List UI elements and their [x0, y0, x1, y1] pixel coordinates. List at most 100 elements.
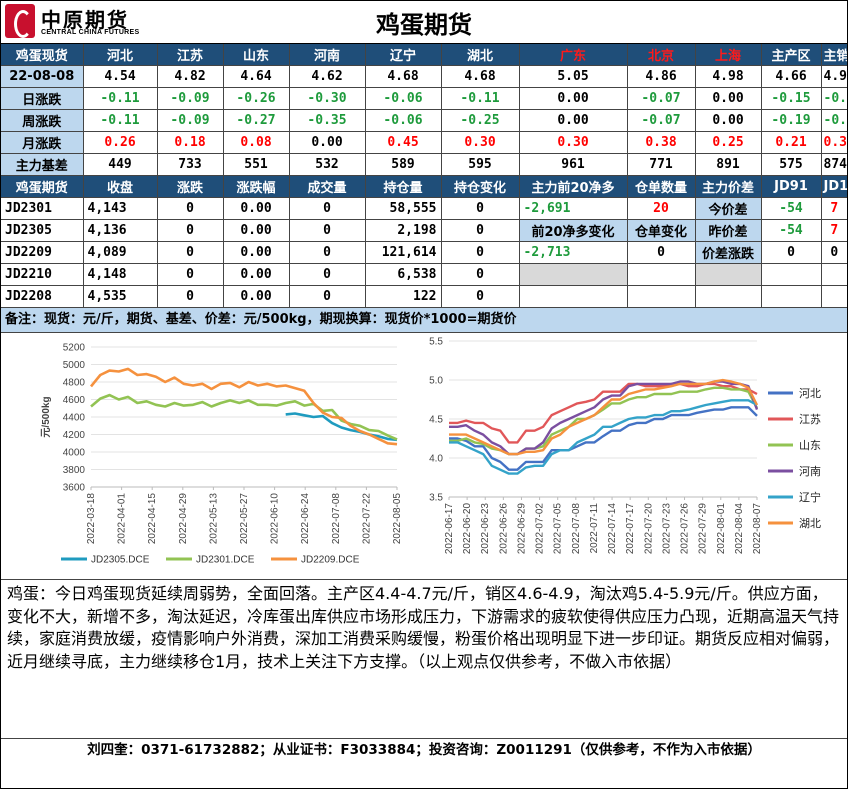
futures-vol-cell: 0 [288, 285, 366, 308]
top20-change-label: 前20净多变化 [518, 219, 628, 242]
futures-col-header: 持仓变化 [440, 176, 520, 198]
today-jd91-value: -54 [760, 197, 822, 220]
futures-oi_chg-cell: 0 [440, 219, 520, 242]
spot-header-row: 鸡蛋现货河北江苏山东河南辽宁湖北广东北京上海主产区主销区 [1, 44, 847, 66]
empty-cell [760, 285, 822, 308]
x-tick-label: 2022-08-04 [734, 503, 745, 555]
spot-cell: -0.19 [760, 109, 822, 132]
futures-row: JD2210 4,148 0 0.00 0 6,538 0 [1, 263, 847, 286]
futures-price-chart: 3600 3800 4000 4200 4400 4600 4800 5000 5200 2022… [40, 343, 403, 566]
spot-cell: 0.00 [518, 87, 628, 110]
futures-oi_chg-cell: 0 [440, 241, 520, 264]
spot-cell: -0.06 [364, 87, 442, 110]
empty-cell [626, 263, 696, 286]
y-tick-label: 3800 [63, 465, 86, 476]
legend-label: 河北 [799, 387, 821, 400]
x-tick-label: 2022-04-29 [178, 493, 189, 545]
x-tick-label: 2022-08-07 [752, 503, 763, 555]
spread-change-jd91-value: 0 [760, 241, 822, 264]
futures-close-cell: 4,143 [82, 197, 158, 220]
futures-chg-cell: 0 [156, 285, 224, 308]
spot-cell: 0.08 [222, 131, 290, 154]
spot-cell: 449 [82, 153, 158, 176]
spot-col-header: 主产区 [760, 44, 822, 66]
contract-code: JD2208 [1, 285, 84, 308]
futures-oi_chg-cell: 0 [440, 197, 520, 220]
legend-label: 江苏 [799, 413, 821, 426]
empty-cell [694, 263, 762, 286]
futures-row: JD2209 4,089 0 0.00 0 121,614 0 -2,713 0 价差涨跌 0 0 [1, 241, 847, 264]
futures-pct-cell: 0.00 [222, 219, 290, 242]
warrant-header: 仓单数量 [626, 176, 696, 198]
spot-row-label: 月涨跌 [1, 131, 84, 154]
x-tick-label: 2022-06-29 [516, 503, 527, 555]
futures-col-header: 涨跌 [156, 176, 224, 198]
y-tick-label: 4000 [63, 448, 86, 459]
spot-cell: -0.25 [440, 109, 520, 132]
spot-cell: 961 [518, 153, 628, 176]
spot-cell: -0.11 [440, 87, 520, 110]
spot-col-header: 辽宁 [364, 44, 442, 66]
futures-close-cell: 4,535 [82, 285, 158, 308]
x-tick-label: 2022-06-10 [270, 493, 281, 545]
x-tick-label: 2022-07-20 [643, 503, 654, 555]
spot-cell: 0.38 [626, 131, 696, 154]
spot-cell: 0.00 [694, 109, 762, 132]
futures-col-header: 鸡蛋期货 [1, 176, 84, 198]
spot-cell: 4.68 [364, 65, 442, 88]
x-tick-label: 2022-05-13 [208, 493, 219, 545]
x-tick-label: 2022-07-02 [535, 503, 546, 555]
x-tick-label: 2022-08-01 [716, 503, 727, 555]
futures-oi-cell: 2,198 [364, 219, 442, 242]
futures-oi-cell: 6,538 [364, 263, 442, 286]
spot-cell: 771 [626, 153, 696, 176]
futures-pct-cell: 0.00 [222, 197, 290, 220]
x-tick-label: 2022-06-26 [498, 503, 509, 555]
futures-row: JD2301 4,143 0 0.00 0 58,555 0 -2,691 20 今价差 -54 7 [1, 197, 847, 220]
y-tick-label: 4200 [63, 430, 86, 441]
spot-cell: -0.15 [760, 87, 822, 110]
spot-col-header: 上海 [694, 44, 762, 66]
charts-area: 3600 3800 4000 4200 4400 4600 4800 5000 5200 2022… [1, 333, 847, 580]
spot-cell: 0.30 [518, 131, 628, 154]
warrant-change-value: 0 [626, 241, 696, 264]
series-line-6 [449, 378, 759, 456]
y-tick-label: 3.5 [429, 493, 443, 504]
warrant-change-label: 仓单变化 [626, 219, 696, 242]
spot-row: 月涨跌 0.26 0.18 0.08 0.00 0.45 0.30 0.30 0.38 0.25 0… [1, 131, 847, 154]
market-commentary: 鸡蛋：今日鸡蛋现货延续周弱势，全面回落。主产区4.4-4.7元/斤，销区4.6-… [1, 580, 847, 739]
series-line-5 [449, 399, 758, 475]
x-tick-label: 2022-08-05 [392, 493, 403, 545]
x-tick-label: 2022-04-15 [147, 493, 158, 545]
series-line-1 [449, 406, 758, 471]
spot-cell: -0.11 [82, 109, 158, 132]
futures-col-header: 收盘 [82, 176, 158, 198]
y-tick-label: 4600 [63, 395, 86, 406]
x-tick-label: 2022-07-14 [607, 503, 618, 555]
unit-note: 备注：现货：元/斤，期货、基差、价差：元/500kg，期现换算：现货价*1000… [1, 308, 847, 333]
y-axis-label: 元/500kg [40, 396, 52, 437]
contract-code: JD2210 [1, 263, 84, 286]
spot-cell: 595 [440, 153, 520, 176]
logo-english: CENTRAL CHINA FUTURES [41, 29, 140, 36]
spot-cell: 0.45 [364, 131, 442, 154]
x-tick-label: 2022-04-01 [117, 493, 128, 545]
x-tick-label: 2022-07-23 [661, 503, 672, 555]
futures-chg-cell: 0 [156, 263, 224, 286]
legend-label: 河南 [799, 465, 821, 478]
spot-cell: -0.07 [626, 87, 696, 110]
futures-row: JD2208 4,535 0 0.00 0 122 0 [1, 285, 847, 308]
futures-col-header: 持仓量 [364, 176, 442, 198]
x-tick-label: 2022-07-29 [698, 503, 709, 555]
futures-header-row: 鸡蛋期货 收盘 涨跌 涨跌幅 成交量 持仓量 持仓变化 主力前20净多 仓单数量… [1, 176, 847, 198]
futures-vol-cell: 0 [288, 197, 366, 220]
futures-close-cell: 4,148 [82, 263, 158, 286]
logo-chinese: 中原期货 [41, 8, 129, 32]
spot-row: 22-08-08 4.54 4.82 4.64 4.62 4.68 4.68 5.05 4.86… [1, 65, 847, 88]
y-tick-label: 3600 [63, 483, 86, 494]
futures-chg-cell: 0 [156, 219, 224, 242]
legend-label: 辽宁 [799, 490, 821, 504]
futures-oi-cell: 122 [364, 285, 442, 308]
x-tick-label: 2022-06-20 [462, 503, 473, 555]
spot-cell: 589 [364, 153, 442, 176]
